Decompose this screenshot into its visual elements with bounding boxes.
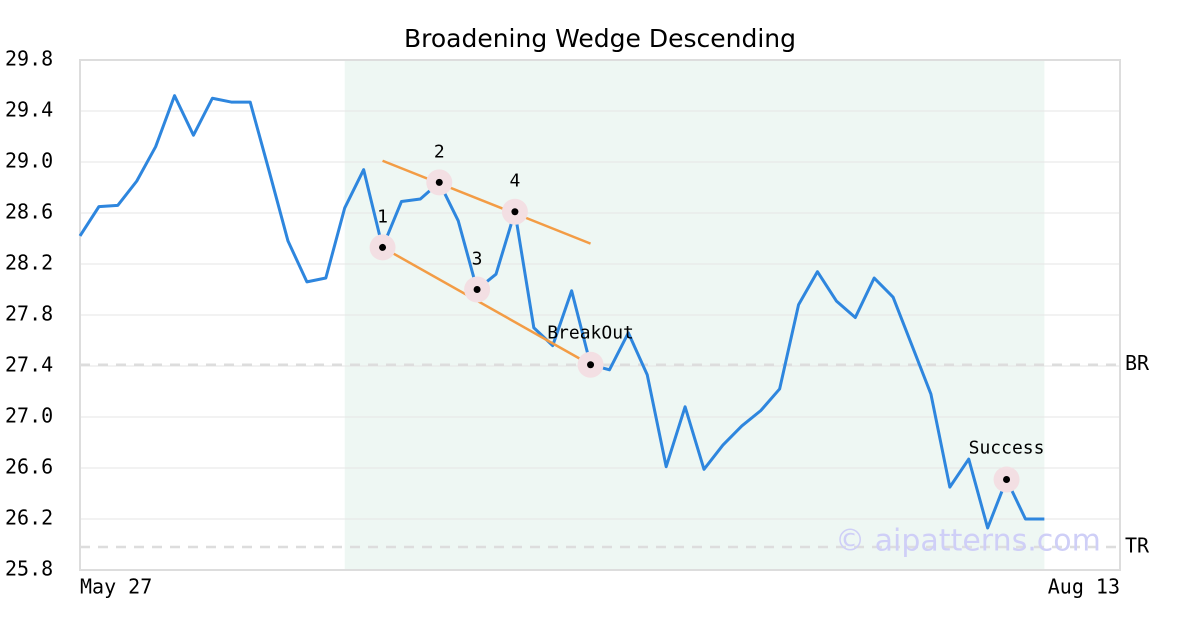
plot-border (79, 59, 1121, 571)
x-tick-label: May 27 (80, 575, 152, 599)
y-tick-label: 28.2 (5, 251, 53, 275)
watermark: © aipatterns.com (835, 524, 1101, 559)
y-tick-label: 27.0 (5, 404, 53, 428)
chart-title: Broadening Wedge Descending (404, 24, 796, 53)
pattern-point (435, 178, 443, 186)
trend-line (381, 246, 592, 366)
y-tick-label: 25.8 (5, 557, 53, 581)
level-label: TR (1125, 534, 1150, 558)
pattern-label: 2 (434, 141, 445, 162)
price-line (78, 94, 1045, 530)
y-tick-label: 29.0 (5, 149, 53, 173)
level-label: BR (1125, 351, 1150, 375)
x-tick-label: Aug 13 (1048, 575, 1120, 599)
pattern-label: 4 (509, 171, 520, 192)
pattern-point (587, 361, 595, 369)
y-tick-label: 28.6 (5, 200, 53, 224)
pattern-point (379, 243, 387, 251)
y-tick-label: 26.6 (5, 455, 53, 479)
pattern-label: 1 (377, 206, 388, 227)
pattern-point (511, 208, 519, 216)
y-tick-label: 27.4 (5, 353, 53, 377)
pattern-point (473, 286, 481, 293)
y-tick-label: 26.2 (5, 506, 53, 530)
y-tick-label: 29.8 (5, 47, 53, 71)
pattern-label: BreakOut (547, 323, 634, 344)
y-tick-label: 29.4 (5, 98, 53, 122)
y-tick-label: 27.8 (5, 302, 53, 326)
trend-line (382, 159, 592, 245)
pattern-point (1003, 475, 1011, 483)
pattern-label: 3 (472, 249, 483, 270)
pattern-label: Success (969, 437, 1045, 458)
